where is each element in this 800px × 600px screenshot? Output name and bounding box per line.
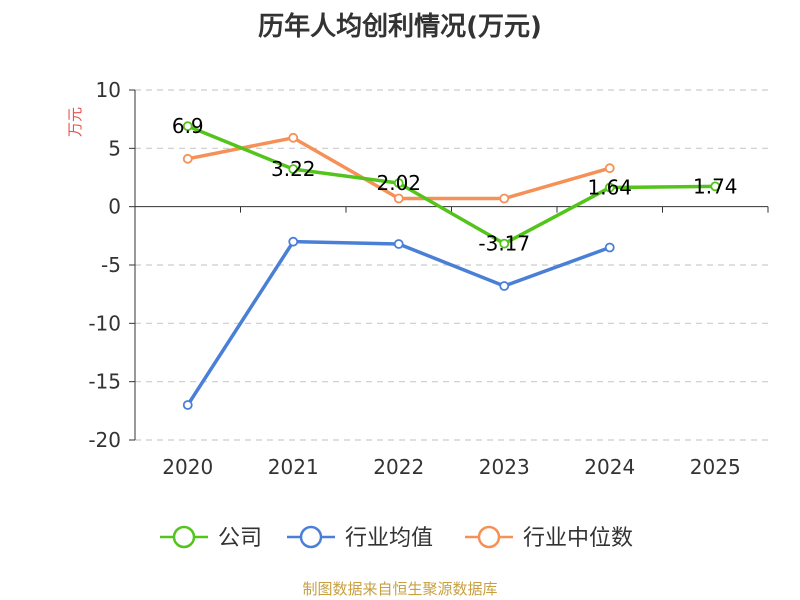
legend-swatch-marker [299,525,323,549]
data-label: 2.02 [376,171,421,195]
data-point [393,193,404,204]
y-axis-unit-label: 万元 [66,107,84,137]
source-note: 制图数据来自恒生聚源数据库 [302,580,497,598]
data-labels: 6.9 3.22 2.02 -3.17 1.64 1.74 [172,114,738,255]
y-tick-label: 5 [108,136,121,160]
x-tick-label: 2025 [690,455,741,479]
x-tick-label: 2023 [479,455,530,479]
x-tick-label: 2022 [373,455,424,479]
legend[interactable]: 公司 行业均值 行业中位数 [160,525,633,551]
y-tick-label: -15 [88,370,121,394]
data-point [499,238,510,249]
legend-swatch-marker [477,525,501,549]
data-point [182,121,193,132]
axes: 10 5 0 -5 -10 -15 -20 2020 2021 2022 2023 2024 2025 [88,78,769,479]
data-point [604,182,615,193]
legend-item[interactable]: 公司 [160,525,262,551]
legend-item[interactable]: 行业中位数 [465,525,633,551]
y-tick-label: -10 [88,311,121,335]
data-point [710,181,721,192]
legend-label: 行业中位数 [523,526,633,551]
series-lines [182,121,721,410]
series-line [187,124,716,246]
data-point [182,153,193,164]
y-tick-label: -5 [101,253,121,277]
x-tick-label: 2024 [584,455,635,479]
data-point [393,239,404,249]
data-point [604,163,615,174]
x-tick-label: 2021 [268,455,319,479]
y-tick-label: 0 [108,195,121,219]
data-point [499,193,510,204]
data-label: 3.22 [271,157,316,181]
legend-item[interactable]: 行业均值 [287,525,433,551]
x-tick-label: 2020 [162,455,213,479]
data-point [499,281,510,291]
data-point [393,178,404,189]
chart-title: 历年人均创利情况(万元) [258,11,542,42]
data-point [288,164,299,175]
legend-label: 公司 [218,526,262,551]
data-label: 6.9 [172,114,204,138]
data-point [182,400,193,410]
y-tick-label: 10 [96,78,121,102]
legend-swatch-marker [172,525,196,549]
data-label: 1.64 [587,176,632,200]
data-point [288,132,299,143]
data-point [288,236,299,247]
data-label: -3.17 [478,232,530,256]
data-point [604,242,615,253]
y-tick-label: -20 [88,428,121,452]
data-label: 1.74 [693,174,738,198]
legend-label: 行业均值 [345,526,433,551]
